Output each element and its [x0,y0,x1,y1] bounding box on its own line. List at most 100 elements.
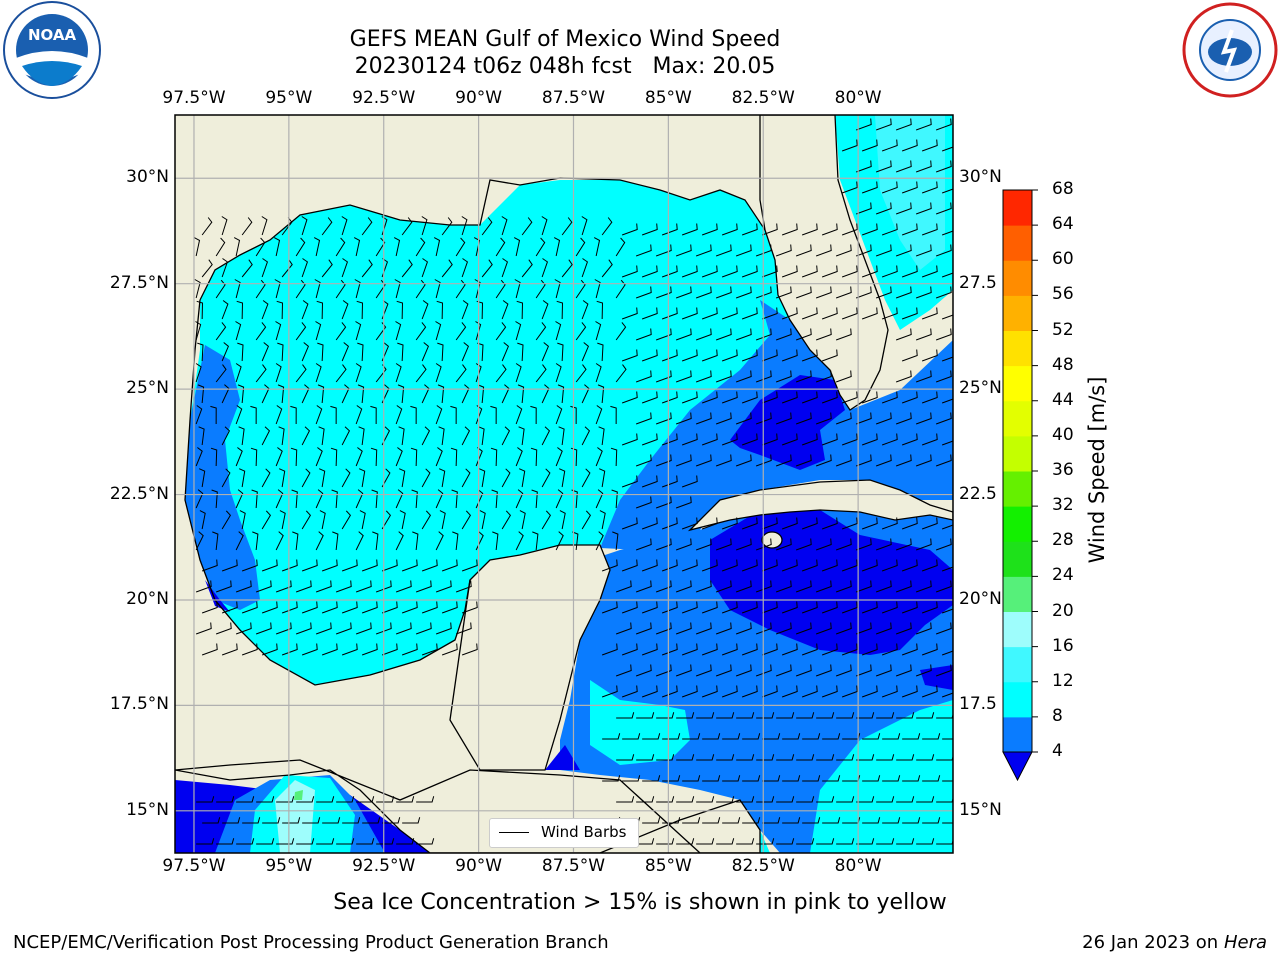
wind-barb [675,286,692,299]
wind-barb [696,754,715,761]
wind-barb [461,300,469,320]
wind-barb [835,370,852,383]
footer-date: 26 Jan 2023 on Hera [1082,932,1267,953]
wind-barb [501,258,508,278]
wind-barb [239,510,246,530]
wind-barb [816,754,835,761]
wind-barb [661,223,678,236]
wind-barb [816,712,835,719]
wind-barb [781,307,798,320]
wind-barb [411,489,418,509]
wind-barb [452,531,459,551]
wind-barb [532,531,539,551]
gulf-honduras-deep-blue [545,745,580,770]
wind-barb [195,531,204,551]
wind-barb [461,468,471,488]
wind-barb [233,237,241,257]
wind-barb [361,259,373,278]
wind-barb [581,510,592,530]
wind-barb [641,349,658,362]
wind-barb [301,643,318,656]
wind-barb [741,559,758,572]
wind-barb [221,643,238,656]
wind-barb [896,838,915,845]
wind-barb [721,223,738,236]
wind-barb [515,405,523,425]
wind-barb [741,643,758,656]
wind-barb [761,265,778,278]
wind-barb [215,237,226,257]
wind-barb [516,300,524,320]
colorbar-bin-13 [1003,260,1032,296]
wind-barb [701,391,718,404]
florida-land [759,115,889,411]
wind-barb [895,622,912,635]
wind-barb [841,601,858,614]
wind-barb [375,237,386,257]
wind-barb [234,279,241,299]
wind-barb [615,664,632,677]
wind-barb [882,817,901,824]
wind-barb [881,139,898,152]
wind-barb [655,454,672,467]
wind-barb [881,643,898,656]
wind-barb [716,754,735,761]
wind-barb [396,300,404,320]
wind-barb [775,580,792,593]
wind-barb [781,433,798,446]
wind-barb [721,265,738,278]
wind-barb [597,384,605,404]
wind-barb [401,217,413,236]
wind-barb [795,664,812,677]
wind-barb [295,322,307,341]
wind-barb [781,685,798,698]
wind-barb [341,643,358,656]
wind-barb [397,384,405,404]
wind-barb [241,259,253,278]
wind-barb [317,384,325,404]
wind-barb [222,817,241,824]
wind-barb [210,405,217,425]
wind-barb [721,517,738,530]
wind-barb [641,265,658,278]
wind-barb [895,160,912,173]
wind-barb [256,838,275,845]
wind-barb [541,258,548,278]
wind-barb [641,517,658,530]
wind-barb [295,580,312,593]
colorbar-bin-5 [1003,541,1032,577]
wind-barb [941,440,953,446]
wind-barb [655,412,672,425]
wind-barb [921,391,938,404]
wind-barb [821,643,838,656]
wind-barb [315,531,324,551]
wind-barb [741,265,758,278]
wind-barb [801,265,818,278]
wind-barb [461,510,472,530]
wind-barb [641,475,658,488]
wind-barb [895,244,912,257]
wind-barb [841,181,858,194]
wind-barb [541,216,548,236]
wind-barb [796,838,815,845]
wind-barb [381,643,398,656]
wind-barb [561,259,573,278]
wind-barb [301,559,318,572]
wind-barb [401,601,418,614]
wind-barb [761,517,778,530]
colorbar-bin-0 [1003,716,1032,753]
wind-barb [775,454,792,467]
wind-barb [515,447,523,467]
wind-barb [399,510,406,530]
wind-barb [635,328,652,341]
wind-barb [358,468,366,488]
wind-barb [215,622,232,635]
wind-barb [530,447,538,467]
wind-barb [821,223,838,236]
pacific-green-spot [294,790,303,800]
colorbar-tick-6: 28 [1052,530,1074,551]
wind-barb [715,328,732,341]
wind-barb [761,391,778,404]
wind-barb [501,426,511,446]
wind-barb [641,559,658,572]
